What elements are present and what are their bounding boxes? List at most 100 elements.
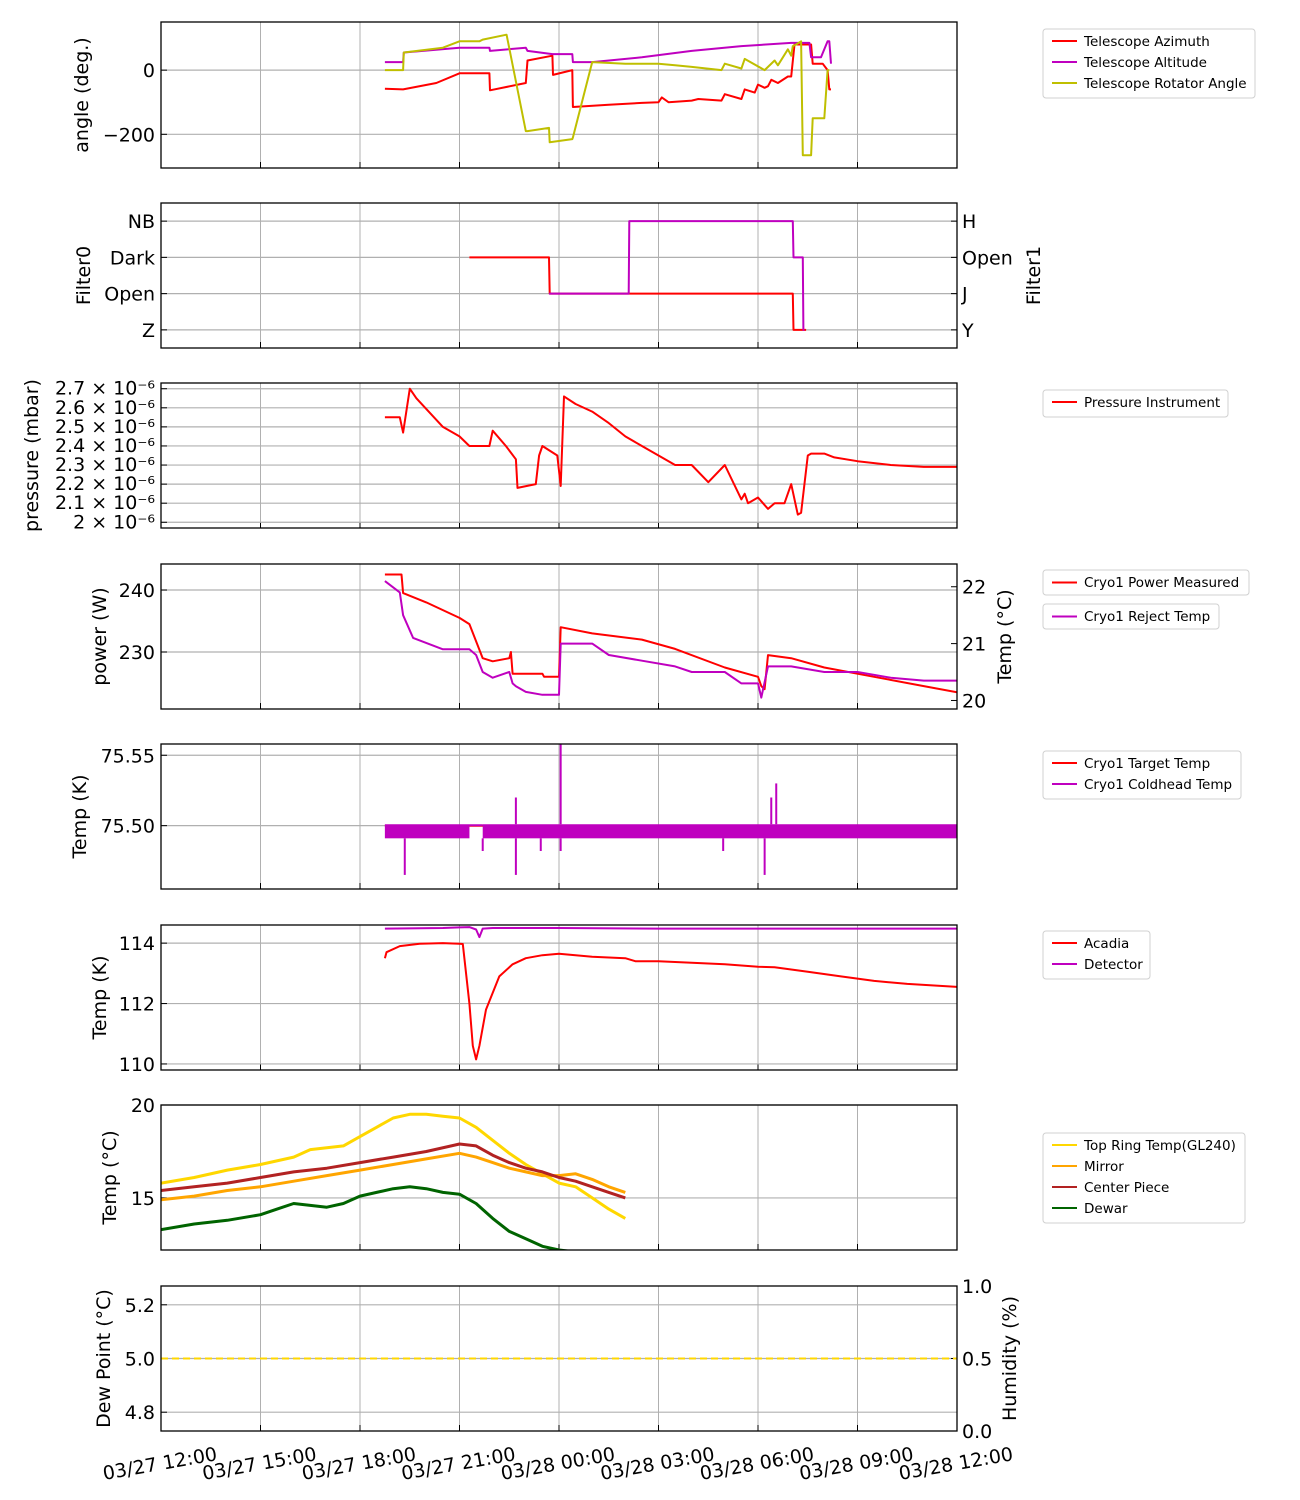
y-tick-label-right: 1.0 [962,1276,992,1298]
y-axis-label: pressure (mbar) [21,379,43,532]
y-tick-label: 110 [119,1054,155,1076]
series-line-cryo1-reject-temp [384,580,957,699]
y-tick-label: Open [104,284,155,306]
plot-frame [160,382,958,529]
series-line-dewar [161,1185,573,1250]
legend: Top Ring Temp(GL240) Mirror Center Piece De… [1042,1132,1246,1224]
series-line-telescope-azimuth [384,43,831,108]
y-tick-label: 240 [119,580,155,602]
y-axis-label-right: Temp (°C) [994,589,1016,684]
legend-label: Mirror [1084,1159,1124,1175]
y-tick-label: −200 [103,124,155,146]
y-axis-label: Filter0 [73,246,95,305]
y-tick-label: 5.2 [125,1295,155,1317]
legend: Acadia Detector [1042,930,1151,980]
y-tick-label: Z [142,320,155,342]
y-tick-label: 2.7 × 10⁻⁶ [55,378,155,400]
y-tick-label: 2 × 10⁻⁶ [73,511,155,533]
legend-label: Dewar [1084,1201,1128,1217]
legend-box [1042,569,1250,596]
y-tick-label: 0 [143,60,155,82]
legend-label: Cryo1 Reject Temp [1084,609,1210,625]
legend-label: Detector [1084,957,1143,973]
y-tick-label: 5.0 [125,1349,155,1371]
y-tick-label-right: H [962,211,976,233]
plot-frame [160,21,958,169]
plot-frame [160,202,958,349]
legend: Cryo1 Power Measured Cryo1 Reject Temp [1042,569,1250,630]
legend-label: Telescope Rotator Angle [1083,76,1247,92]
series-group [384,33,832,157]
series-group [469,220,807,331]
series-group [384,573,957,699]
plot-frame [160,1285,958,1432]
plot-frame [160,1104,958,1251]
series-line-mirror [161,1151,626,1202]
legend-label: Cryo1 Power Measured [1084,575,1239,591]
y-axis-label: Dew Point (°C) [93,1289,115,1428]
y-tick-label: 75.50 [101,816,155,838]
panel-filters: Z Y Open J Dark Open NB H Filter0 Filter1 [73,202,1045,349]
series-line-acadia [383,942,957,1061]
legend-label: Cryo1 Target Temp [1084,756,1210,772]
y-tick-label: 4.8 [125,1402,155,1424]
series-line-pressure-instrument [384,387,957,516]
y-tick-label-right: Open [962,247,1013,269]
series-group [383,926,957,1061]
y-tick-label: 2.3 × 10⁻⁶ [55,454,155,476]
y-axis-label: Temp (K) [69,775,91,860]
legend-box [1042,28,1256,99]
y-axis-label: power (W) [89,587,111,685]
legend-box [1042,603,1220,630]
legend-label: Telescope Altitude [1083,55,1207,71]
series-group [161,1112,627,1250]
y-tick-label-right: Y [961,320,974,342]
series-line-top-ring-temp-gl240- [161,1112,627,1220]
legend-label: Top Ring Temp(GL240) [1083,1138,1236,1154]
x-tick-label: 03/28 12:00 [897,1443,1015,1485]
panel-cryo1-power: 230 240 20 21 22 power (W) Temp (°C) Cryo1 Powe… [89,563,1250,712]
series-band-cryo1-coldhead-temp [482,824,957,839]
series-group [384,387,957,516]
legend: Telescope Azimuth Telescope Altitude Teles… [1042,28,1256,99]
panel-telescope-temps: 15 20 Temp (°C) Top Ring Temp(GL240) Mirror C… [99,1095,1246,1251]
y-tick-label: 112 [119,994,155,1016]
panel-pressure: 2 × 10⁻⁶2.1 × 10⁻⁶2.2 × 10⁻⁶2.3 × 10⁻⁶2.… [21,378,1229,533]
y-tick-label-right: 0.5 [962,1349,992,1371]
y-axis-label-right: Humidity (%) [999,1296,1021,1421]
y-axis-label: Temp (°C) [99,1130,121,1225]
y-tick-label: 230 [119,642,155,664]
y-tick-label: 2.6 × 10⁻⁶ [55,397,155,419]
y-tick-label: 114 [119,933,155,955]
legend: Pressure Instrument [1042,389,1229,418]
y-tick-label-right: 22 [962,577,986,599]
y-tick-label: 20 [131,1095,155,1117]
series-line-detector [384,926,957,939]
series-line-telescope-altitude [384,40,832,64]
legend-label: Cryo1 Coldhead Temp [1084,777,1232,793]
y-tick-label: NB [128,211,155,233]
series-line-telescope-rotator-angle [384,33,830,157]
series-line-center-piece [161,1142,626,1200]
series-band-cryo1-coldhead-temp [384,824,470,839]
y-axis-label: angle (deg.) [71,37,93,152]
panel-acadia-detector: 110 112 114 Temp (K) Acadia Detector [89,924,1151,1076]
panel-dew-point: 4.8 5.0 5.2 0.0 0.5 1.0 Dew Point (°C) Humidity… [93,1276,1021,1443]
y-tick-label: Dark [110,247,155,269]
y-axis-label-right: Filter1 [1023,246,1045,305]
legend: Cryo1 Target Temp Cryo1 Coldhead Temp [1042,750,1242,800]
plot-frame [160,563,958,710]
y-tick-label: 2.1 × 10⁻⁶ [55,492,155,514]
legend-box [1042,1132,1246,1224]
series-line-filter0 [469,256,807,331]
y-tick-label-right: 20 [962,690,986,712]
series-line-filter1 [549,220,805,331]
y-tick-label-right: 21 [962,634,986,656]
legend-label: Acadia [1084,936,1129,952]
y-tick-label-right: J [961,284,968,306]
legend-label: Pressure Instrument [1084,395,1220,411]
y-axis-label: Temp (K) [89,956,111,1041]
legend-box [1042,750,1242,800]
